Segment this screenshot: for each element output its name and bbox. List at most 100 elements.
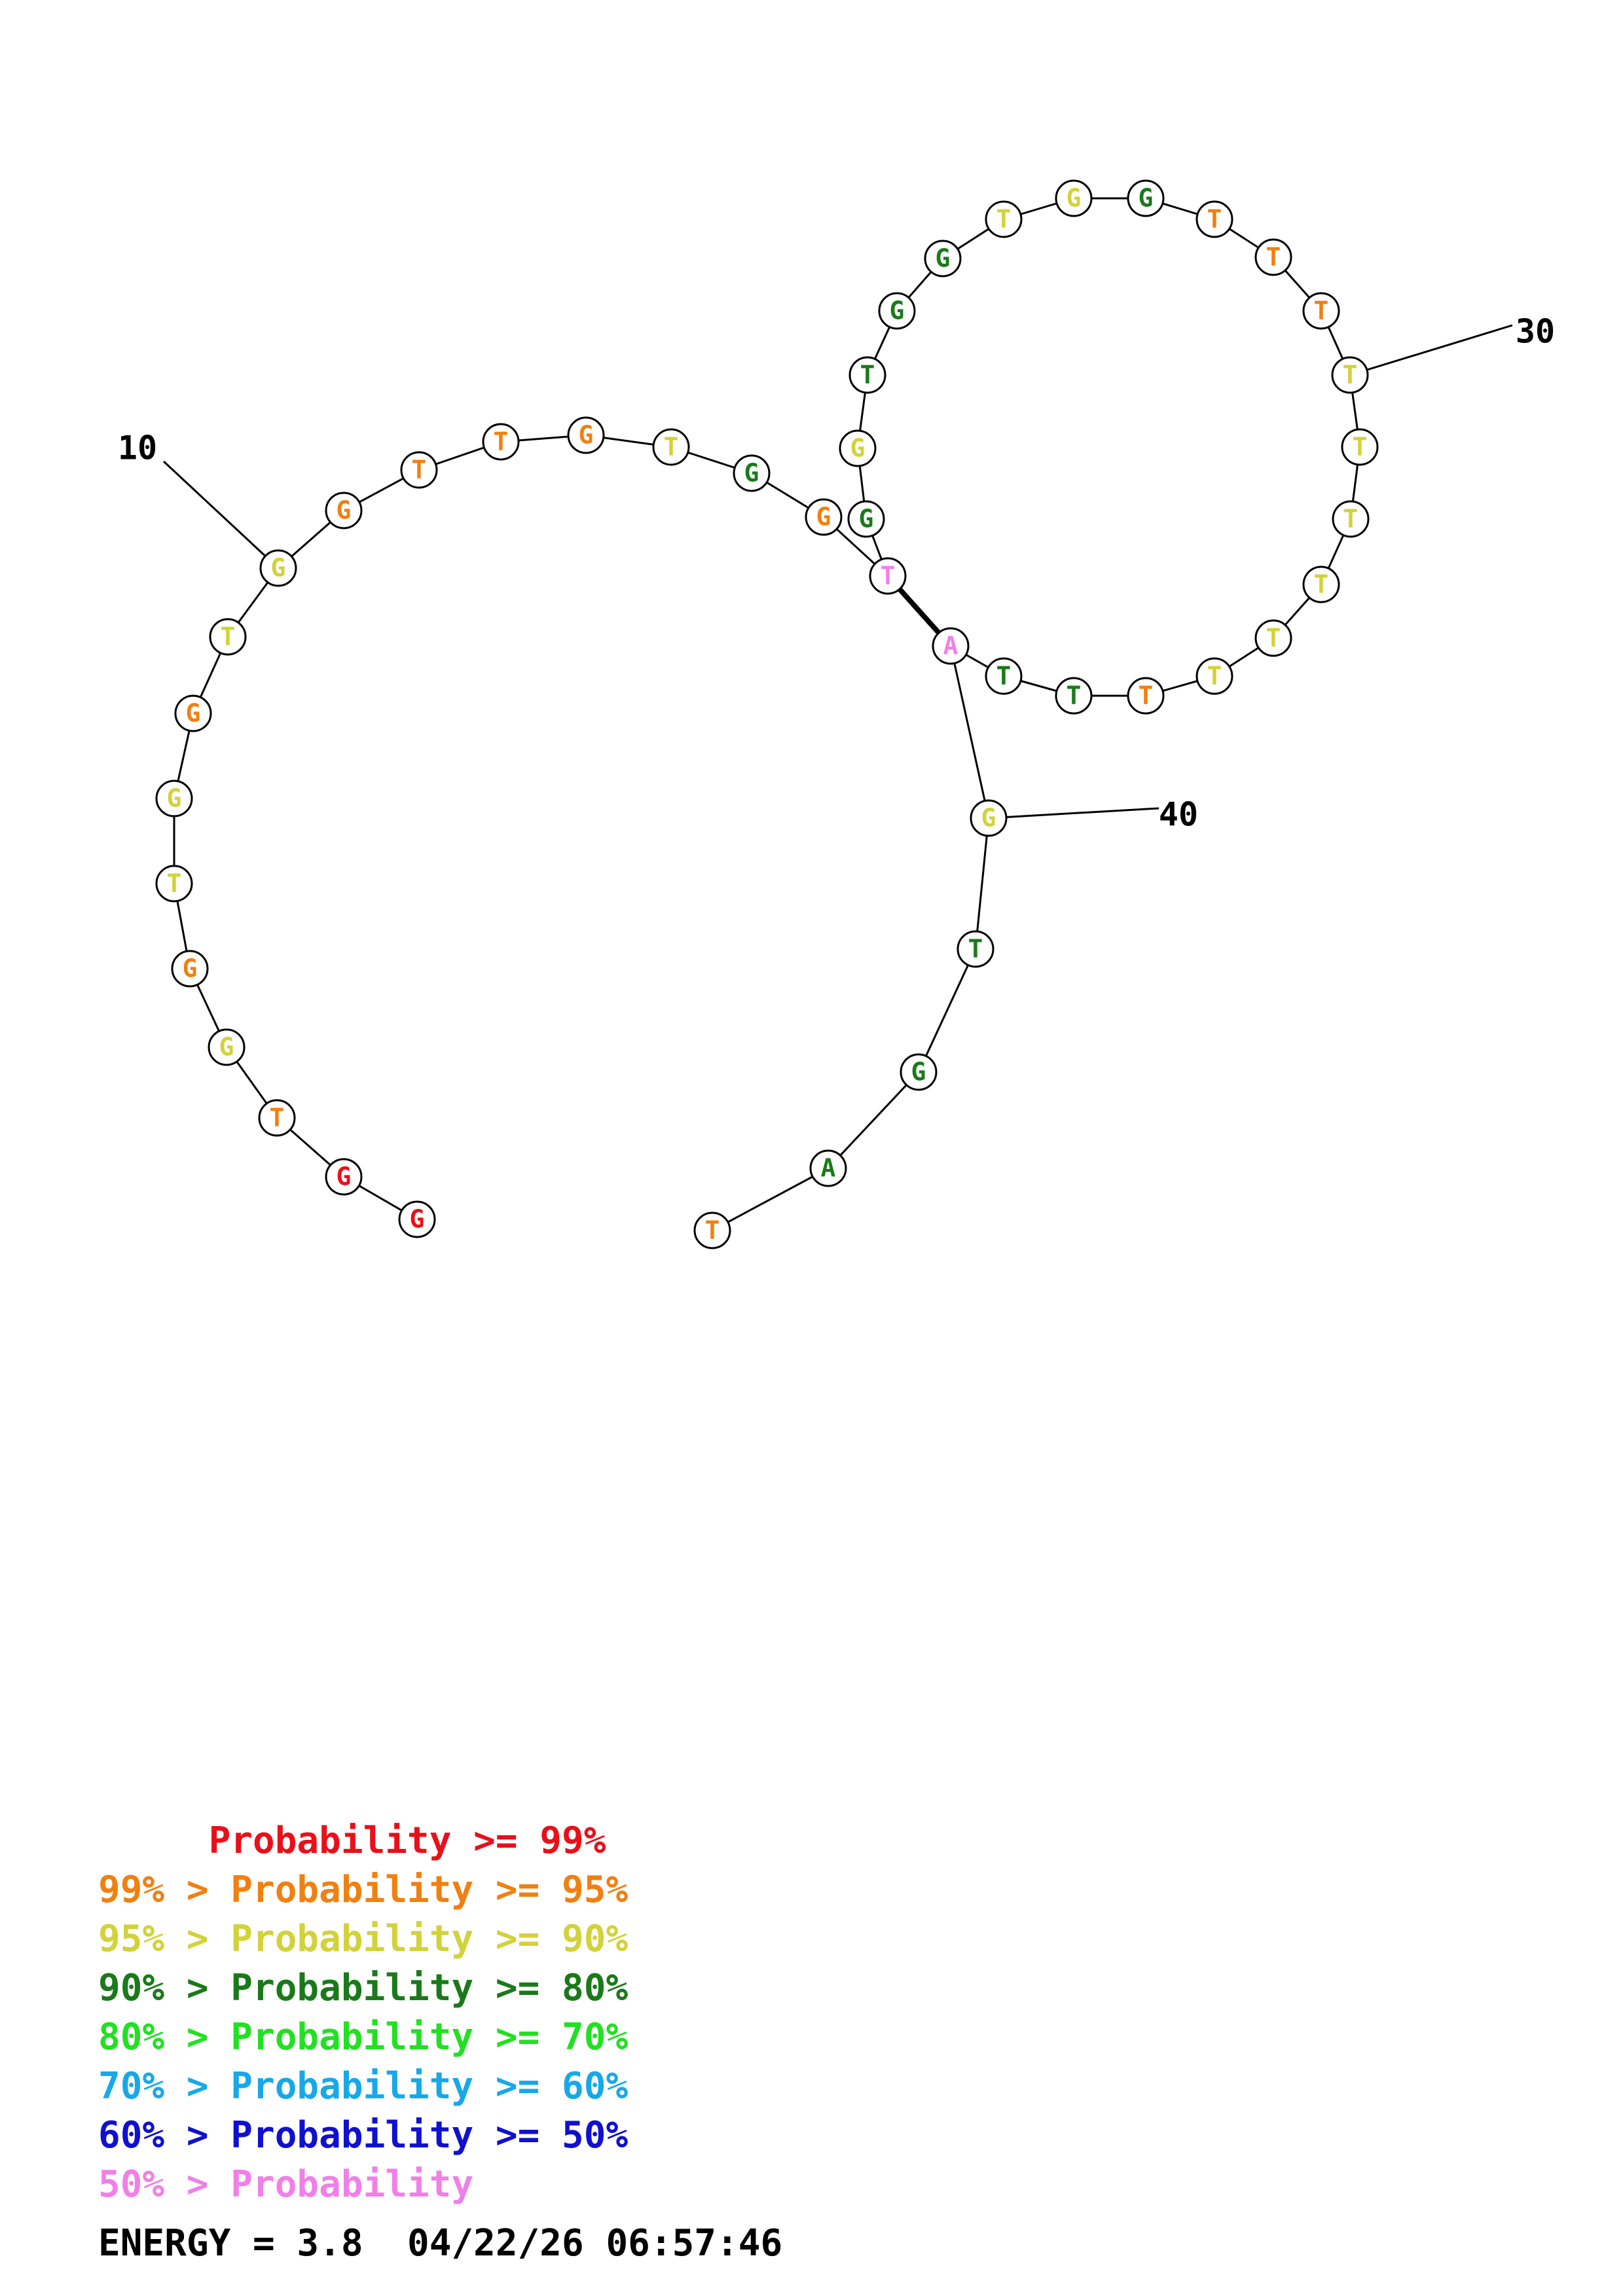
nucleotide-base: T (996, 205, 1012, 234)
nucleotide-circle (155, 780, 193, 817)
legend-row: 90% > Probability >= 80% (98, 1967, 629, 2009)
nucleotide-base: G (186, 699, 201, 728)
nucleotide-circle (970, 799, 1008, 837)
nucleotide-1: G (398, 1200, 436, 1238)
nucleotide-base: G (1139, 184, 1154, 213)
nucleotide-circle (869, 557, 907, 595)
position-label-40: 40 (1159, 796, 1198, 834)
backbone-segment (917, 948, 977, 1073)
nucleotide-44: T (693, 1211, 731, 1249)
nucleotide-base: G (337, 496, 352, 525)
backbone-segment (827, 1071, 920, 1170)
nucleotide-3: T (258, 1099, 296, 1137)
nucleotide-circle (932, 627, 970, 665)
nucleotide-circle (1195, 657, 1233, 695)
nucleotide-40: G (970, 799, 1008, 837)
legend-row: 70% > Probability >= 60% (98, 2065, 629, 2108)
nucleotide-base: G (167, 784, 182, 813)
nucleotide-circle (567, 416, 605, 454)
nucleotide-circle (733, 454, 771, 492)
nucleotide-base: T (881, 562, 896, 590)
nucleotide-base: G (271, 554, 286, 583)
nucleotide-circle (805, 498, 843, 536)
nucleotide-9: T (209, 618, 247, 656)
nucleotide-base: T (412, 456, 427, 484)
nucleotide-23: G (924, 240, 962, 278)
backbone-lines (173, 197, 1361, 1232)
nucleotide-5: G (171, 950, 209, 988)
nucleotide-circle (878, 292, 916, 330)
nucleotide-circle (848, 356, 886, 394)
nucleotide-base: G (183, 954, 198, 983)
nucleotide-16: G (733, 454, 771, 492)
nucleotide-base: T (167, 869, 182, 898)
nucleotide-base: T (1067, 681, 1082, 710)
nucleotide-10: G (259, 549, 297, 587)
nucleotide-circle (985, 200, 1023, 238)
nucleotide-circle (1341, 428, 1379, 466)
nucleotide-28: T (1254, 238, 1292, 276)
nucleotide-base: T (664, 433, 679, 461)
nucleotide-base: G (890, 296, 905, 325)
position-tick-40 (988, 807, 1159, 819)
nucleotide-base: T (270, 1103, 285, 1132)
position-labels: 10 30 40 (118, 313, 1555, 834)
nucleotide-circle (957, 930, 994, 968)
nucleotide-circle (174, 694, 212, 732)
nucleotide-circle (1332, 500, 1370, 538)
nucleotide-35: T (1195, 657, 1233, 695)
nucleotide-circle (155, 865, 193, 903)
nucleotide-base: T (996, 662, 1012, 691)
nucleotide-34: T (1254, 619, 1292, 657)
nucleotide-base: G (981, 804, 996, 833)
nucleotide-base: T (705, 1216, 720, 1245)
nucleotide-circle (325, 1158, 363, 1196)
nucleotide-circle (1302, 565, 1340, 603)
nucleotide-circle (1254, 619, 1292, 657)
nucleotide-17: G (805, 498, 843, 536)
nucleotide-18: T (869, 557, 907, 595)
nucleotide-base: G (936, 244, 951, 273)
backbone-segment (712, 1167, 829, 1232)
nucleotide-base: T (860, 361, 875, 389)
nucleotide-circle (259, 549, 297, 587)
nucleotide-base: T (1266, 624, 1281, 653)
nucleotide-circle (400, 451, 438, 489)
nucleotide-25: G (1055, 179, 1093, 217)
nucleotide-circle (924, 240, 962, 278)
nucleotide-7: G (155, 780, 193, 817)
nucleotide-circle (847, 500, 885, 538)
nucleotide-circle (900, 1053, 938, 1091)
nucleotide-22: G (878, 292, 916, 330)
nucleotide-39: A (932, 627, 970, 665)
nucleotide-base: T (1266, 243, 1281, 272)
nucleotide-base: G (859, 505, 874, 533)
nucleotide-circle (1127, 179, 1165, 217)
legend-row: Probability >= 99% (98, 1820, 606, 1862)
nucleotide-base: G (219, 1033, 234, 1062)
nucleotide-42: G (900, 1053, 938, 1091)
legend-row: 95% > Probability >= 90% (98, 1918, 629, 1960)
legend-row: 50% > Probability (98, 2163, 474, 2206)
position-label-30: 30 (1516, 313, 1555, 351)
nucleotide-circle (1302, 292, 1340, 330)
nucleotide-circle (1254, 238, 1292, 276)
nucleotide-circle (208, 1028, 246, 1066)
legend-row: 99% > Probability >= 95% (98, 1869, 629, 1911)
nucleotide-base: T (221, 622, 236, 651)
nucleotide-38: T (985, 657, 1023, 695)
nucleotide-8: G (174, 694, 212, 732)
nucleotide-circle (258, 1099, 296, 1137)
probability-legend: Probability >= 99% 99% > Probability >= 9… (98, 1816, 628, 2209)
nucleotide-base: A (821, 1154, 836, 1183)
nucleotide-circle (1127, 677, 1165, 715)
nucleotide-circle (209, 618, 247, 656)
nucleotide-circle (1055, 677, 1093, 715)
nucleotide-base: T (1343, 505, 1359, 533)
position-tick-30 (1349, 324, 1513, 376)
nucleotide-circle (482, 423, 520, 461)
nucleotide-11: G (325, 492, 363, 529)
nucleotide-base: T (1207, 205, 1222, 234)
nucleotide-19: G (847, 500, 885, 538)
